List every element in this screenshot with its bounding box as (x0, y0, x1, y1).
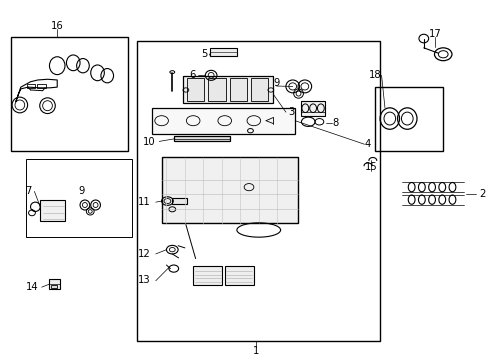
Text: 8: 8 (332, 118, 338, 128)
Bar (161, 157, 297, 223)
Text: 15: 15 (364, 162, 377, 172)
Bar (224, 266, 253, 285)
Text: 5: 5 (201, 49, 207, 59)
Text: 9: 9 (273, 78, 279, 88)
Bar (37, 84, 46, 88)
Text: 17: 17 (427, 28, 441, 39)
Bar (49, 279, 60, 289)
Bar (374, 87, 442, 152)
Text: 3: 3 (288, 107, 294, 117)
Text: 4: 4 (364, 139, 370, 149)
Text: 12: 12 (138, 249, 151, 259)
Bar (26, 84, 35, 88)
Bar (210, 48, 236, 56)
Bar (172, 198, 186, 204)
Bar (208, 78, 225, 102)
Bar (152, 108, 295, 134)
Bar (11, 37, 127, 152)
Bar (193, 266, 222, 285)
Text: 1: 1 (253, 346, 259, 356)
Text: 10: 10 (143, 138, 156, 148)
Text: 6: 6 (189, 70, 195, 80)
Bar (25, 158, 132, 237)
Bar (250, 78, 268, 102)
Bar (137, 41, 379, 341)
Bar (173, 136, 229, 141)
Bar (229, 78, 246, 102)
Text: 18: 18 (368, 70, 381, 80)
Text: 14: 14 (25, 282, 38, 292)
Bar (301, 101, 324, 116)
Bar (186, 78, 204, 102)
Text: 16: 16 (51, 21, 63, 31)
Bar (40, 200, 65, 221)
Bar (51, 285, 57, 288)
Text: 7: 7 (25, 186, 31, 197)
Text: 2: 2 (479, 189, 485, 199)
Text: 9: 9 (78, 186, 84, 197)
Bar (183, 76, 273, 103)
Text: 13: 13 (138, 275, 151, 285)
Text: 11: 11 (138, 197, 151, 207)
